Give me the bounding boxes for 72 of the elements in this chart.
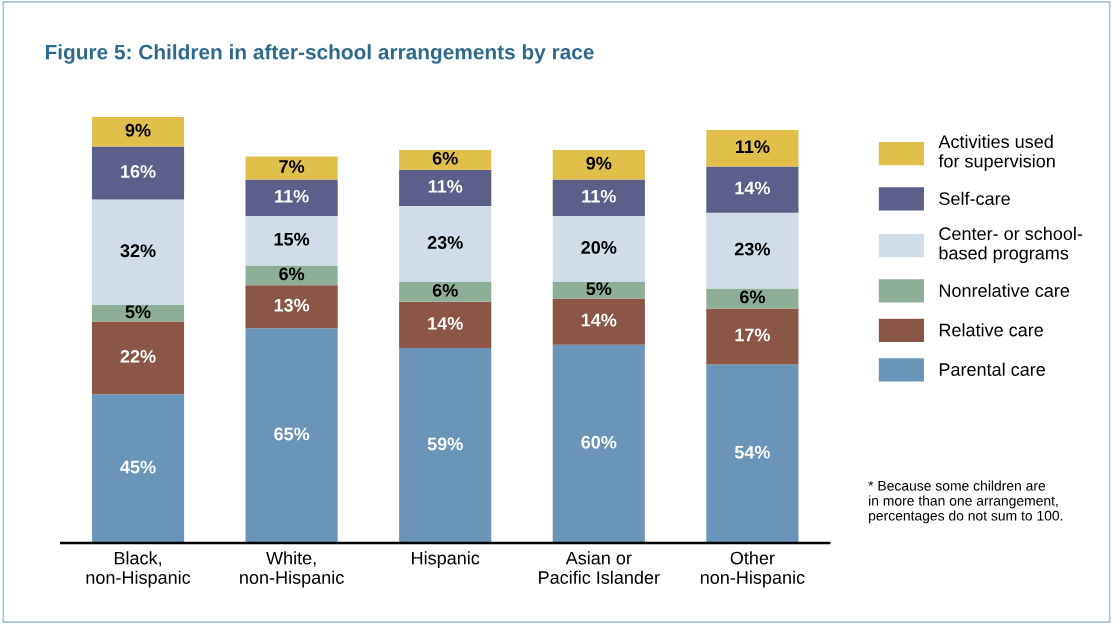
bar bbox=[552, 298, 645, 345]
bar bbox=[706, 364, 799, 543]
data-label: 32% bbox=[120, 244, 156, 258]
data-label: 59% bbox=[427, 437, 463, 451]
bar bbox=[91, 116, 185, 147]
data-label: 13% bbox=[274, 298, 310, 312]
data-label: 6% bbox=[740, 290, 765, 304]
data-label: 17% bbox=[735, 328, 770, 342]
legend-label: Relative care bbox=[939, 323, 1043, 337]
data-label: 23% bbox=[427, 236, 463, 249]
bar bbox=[399, 348, 492, 543]
bar bbox=[91, 146, 185, 200]
x-tick-label: White, non-Hispanic bbox=[240, 551, 344, 588]
legend-label: Center- or school- based programs bbox=[939, 226, 1083, 264]
bar bbox=[245, 328, 338, 543]
bar bbox=[706, 130, 799, 167]
bar bbox=[706, 308, 799, 365]
legend-label: Parental care bbox=[939, 362, 1045, 376]
data-label: 5% bbox=[586, 282, 612, 296]
data-label: 11% bbox=[428, 179, 463, 193]
data-label: 14% bbox=[735, 181, 770, 195]
data-label: 6% bbox=[279, 267, 305, 281]
bar bbox=[706, 212, 799, 289]
legend-label: Self-care bbox=[939, 191, 1010, 206]
legend-label: Nonrelative care bbox=[939, 283, 1070, 298]
x-tick-label: Hispanic bbox=[412, 551, 480, 569]
legend-label: Activities used for supervision bbox=[938, 134, 1055, 172]
x-tick-label: Asian or Pacific Islander bbox=[539, 551, 660, 584]
data-label: 11% bbox=[275, 189, 309, 203]
bar bbox=[91, 321, 185, 395]
bar bbox=[552, 344, 645, 543]
bar bbox=[245, 179, 338, 216]
bar bbox=[552, 179, 645, 216]
bar bbox=[552, 282, 645, 299]
bar bbox=[399, 149, 492, 170]
bar bbox=[91, 394, 185, 543]
bar bbox=[245, 215, 338, 266]
data-label: 45% bbox=[120, 460, 156, 474]
bar bbox=[91, 305, 185, 322]
bar bbox=[245, 285, 338, 329]
data-label: 9% bbox=[125, 123, 151, 137]
bar bbox=[399, 282, 492, 302]
data-label: 15% bbox=[274, 232, 310, 246]
data-label: 22% bbox=[120, 350, 156, 363]
data-label: 9% bbox=[586, 156, 612, 170]
data-label: 20% bbox=[581, 241, 617, 254]
data-label: 54% bbox=[734, 445, 770, 459]
text: * Because some children are in more than one arrangement, percentages do not sum to 100. bbox=[868, 480, 1063, 524]
data-label: 7% bbox=[279, 160, 305, 173]
chart-title: Figure 5: Children in after-school arrangements by race bbox=[45, 44, 594, 64]
data-label: 23% bbox=[734, 242, 770, 256]
bar bbox=[552, 215, 645, 282]
bar bbox=[91, 199, 185, 306]
bar bbox=[245, 265, 338, 286]
bar bbox=[399, 301, 492, 349]
data-label: 11% bbox=[735, 140, 770, 154]
data-label: 65% bbox=[274, 427, 310, 441]
x-tick-label: Other non-Hispanic bbox=[700, 551, 805, 588]
data-label: 14% bbox=[428, 317, 463, 330]
bar bbox=[399, 206, 492, 282]
data-label: 60% bbox=[581, 435, 617, 449]
bar bbox=[552, 149, 645, 180]
bar bbox=[706, 166, 799, 213]
data-label: 6% bbox=[432, 151, 458, 165]
bar bbox=[245, 156, 338, 180]
data-label: 11% bbox=[582, 189, 616, 203]
x-tick-label: Black, non-Hispanic bbox=[86, 551, 191, 588]
data-label: 6% bbox=[432, 283, 458, 297]
data-label: 5% bbox=[125, 305, 151, 319]
data-label: 14% bbox=[581, 313, 617, 327]
bar bbox=[399, 169, 492, 207]
data-label: 16% bbox=[121, 165, 156, 178]
